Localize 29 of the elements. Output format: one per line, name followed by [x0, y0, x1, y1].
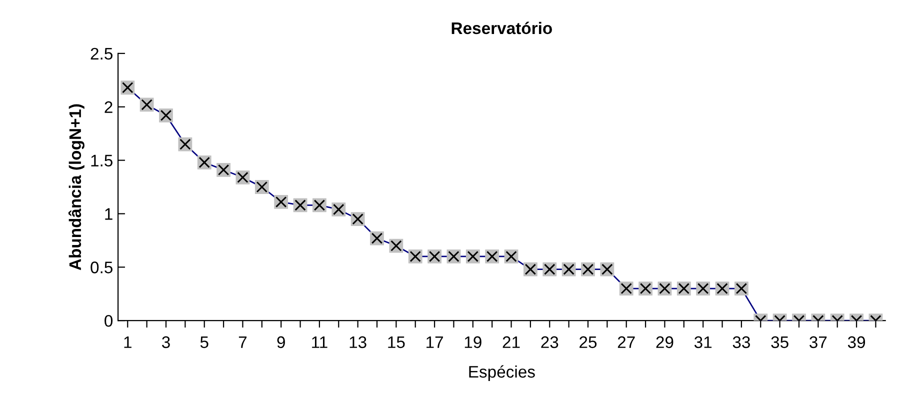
x-tick-label: 21 — [502, 336, 520, 348]
x-tick-label: 15 — [388, 336, 405, 348]
x-tick-label: 3 — [162, 336, 170, 348]
x-tick-label: 17 — [426, 336, 443, 348]
x-tick-label: 29 — [656, 336, 674, 348]
x-tick-label: 11 — [312, 336, 328, 348]
x-tick-label: 23 — [541, 336, 558, 348]
y-tick-label: 0 — [104, 314, 113, 327]
x-tick-label: 13 — [350, 336, 366, 348]
y-tick-label: 1.5 — [91, 154, 112, 166]
x-tick-label: 1 — [124, 336, 132, 348]
x-tick-label: 27 — [618, 336, 635, 348]
x-tick-label: 33 — [732, 336, 750, 348]
x-tick-label: 9 — [277, 336, 285, 348]
x-tick-label: 5 — [200, 336, 208, 348]
x-tick-label: 39 — [848, 336, 866, 348]
x-tick-label: 35 — [771, 336, 788, 348]
y-tick-label: 2.5 — [90, 48, 112, 60]
y-tick-label: 1 — [105, 208, 112, 220]
x-axis-title: Espécies — [469, 365, 535, 382]
x-tick-label: 19 — [464, 336, 482, 348]
chart-title: Reservatório — [452, 22, 552, 34]
x-tick-label: 31 — [694, 336, 712, 348]
x-tick-label: 7 — [238, 336, 247, 348]
x-tick-label: 37 — [810, 336, 827, 348]
x-tick-label: 25 — [580, 336, 597, 348]
y-tick-label: 2 — [104, 101, 112, 113]
y-axis-title: Abundância (logN+1) — [68, 104, 84, 270]
y-tick-label: 0.5 — [90, 262, 112, 274]
